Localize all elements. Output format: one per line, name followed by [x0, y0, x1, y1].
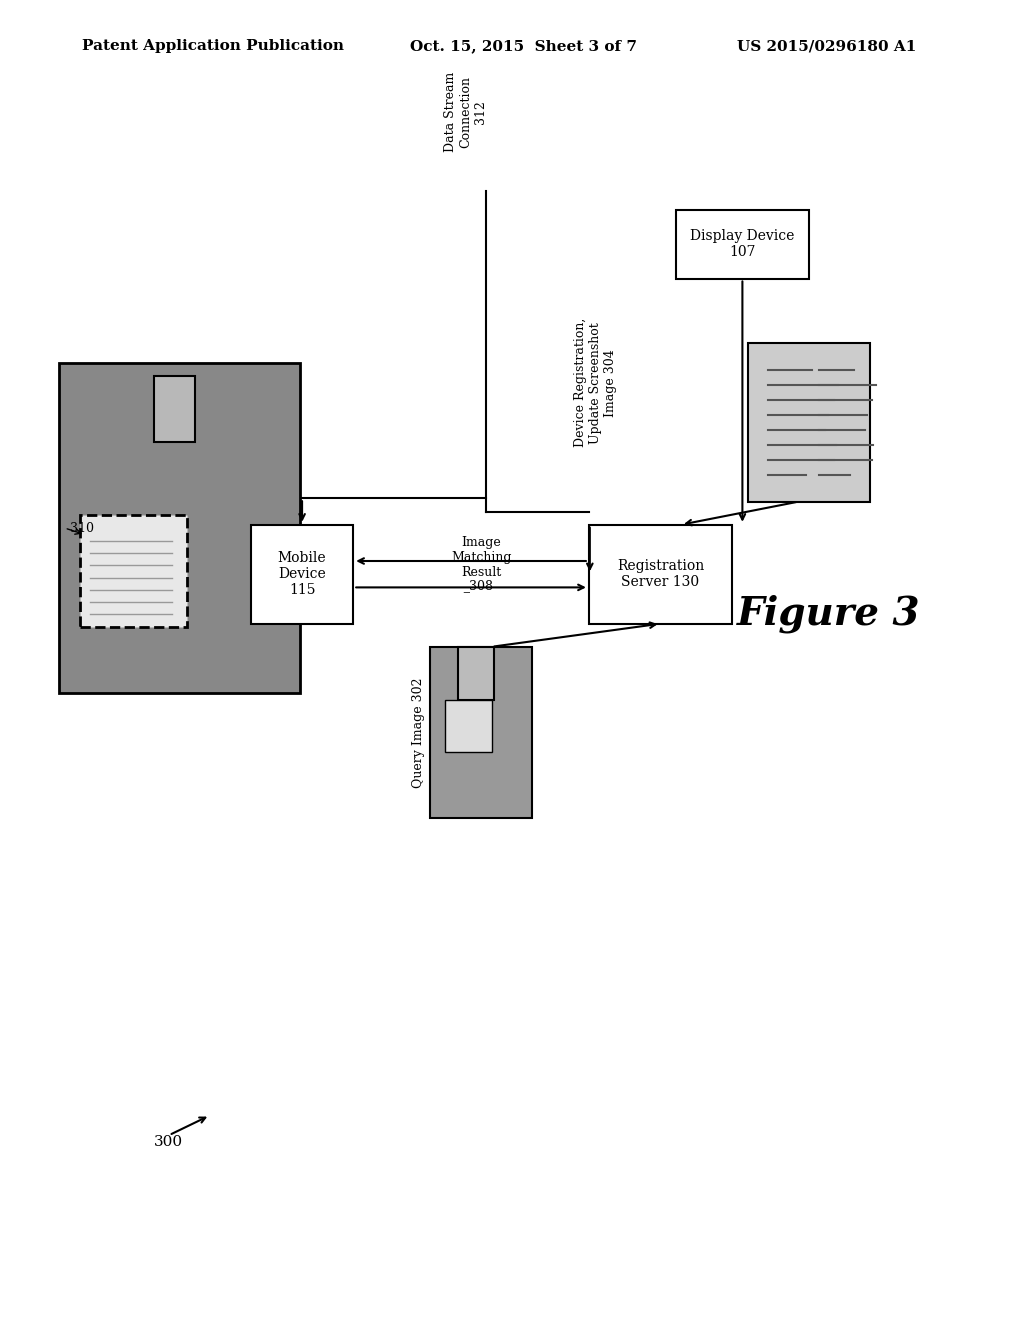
Text: ̲308: ̲308 — [469, 579, 494, 593]
Text: Registration
Server 130: Registration Server 130 — [616, 560, 705, 589]
Text: US 2015/0296180 A1: US 2015/0296180 A1 — [737, 40, 916, 53]
Text: Figure 3: Figure 3 — [737, 594, 921, 634]
FancyBboxPatch shape — [676, 210, 809, 279]
Text: Image
Matching
Result: Image Matching Result — [451, 536, 512, 578]
Text: Patent Application Publication: Patent Application Publication — [82, 40, 344, 53]
Text: Display Device
107: Display Device 107 — [690, 230, 795, 259]
FancyBboxPatch shape — [458, 647, 494, 700]
FancyBboxPatch shape — [430, 647, 532, 818]
Text: 300: 300 — [154, 1135, 182, 1148]
FancyBboxPatch shape — [58, 363, 299, 693]
Text: Oct. 15, 2015  Sheet 3 of 7: Oct. 15, 2015 Sheet 3 of 7 — [410, 40, 637, 53]
FancyBboxPatch shape — [748, 343, 870, 502]
FancyBboxPatch shape — [80, 515, 187, 627]
FancyBboxPatch shape — [251, 525, 353, 624]
FancyBboxPatch shape — [589, 525, 732, 624]
Text: Query Image 302: Query Image 302 — [412, 677, 425, 788]
FancyBboxPatch shape — [154, 376, 195, 442]
Text: Device Registration,
Update Screenshot
Image 304: Device Registration, Update Screenshot I… — [574, 318, 617, 447]
Text: 310: 310 — [70, 521, 93, 535]
Text: Data Stream
Connection
312: Data Stream Connection 312 — [444, 71, 487, 152]
Text: Mobile
Device
115: Mobile Device 115 — [278, 550, 327, 598]
FancyBboxPatch shape — [445, 700, 492, 752]
